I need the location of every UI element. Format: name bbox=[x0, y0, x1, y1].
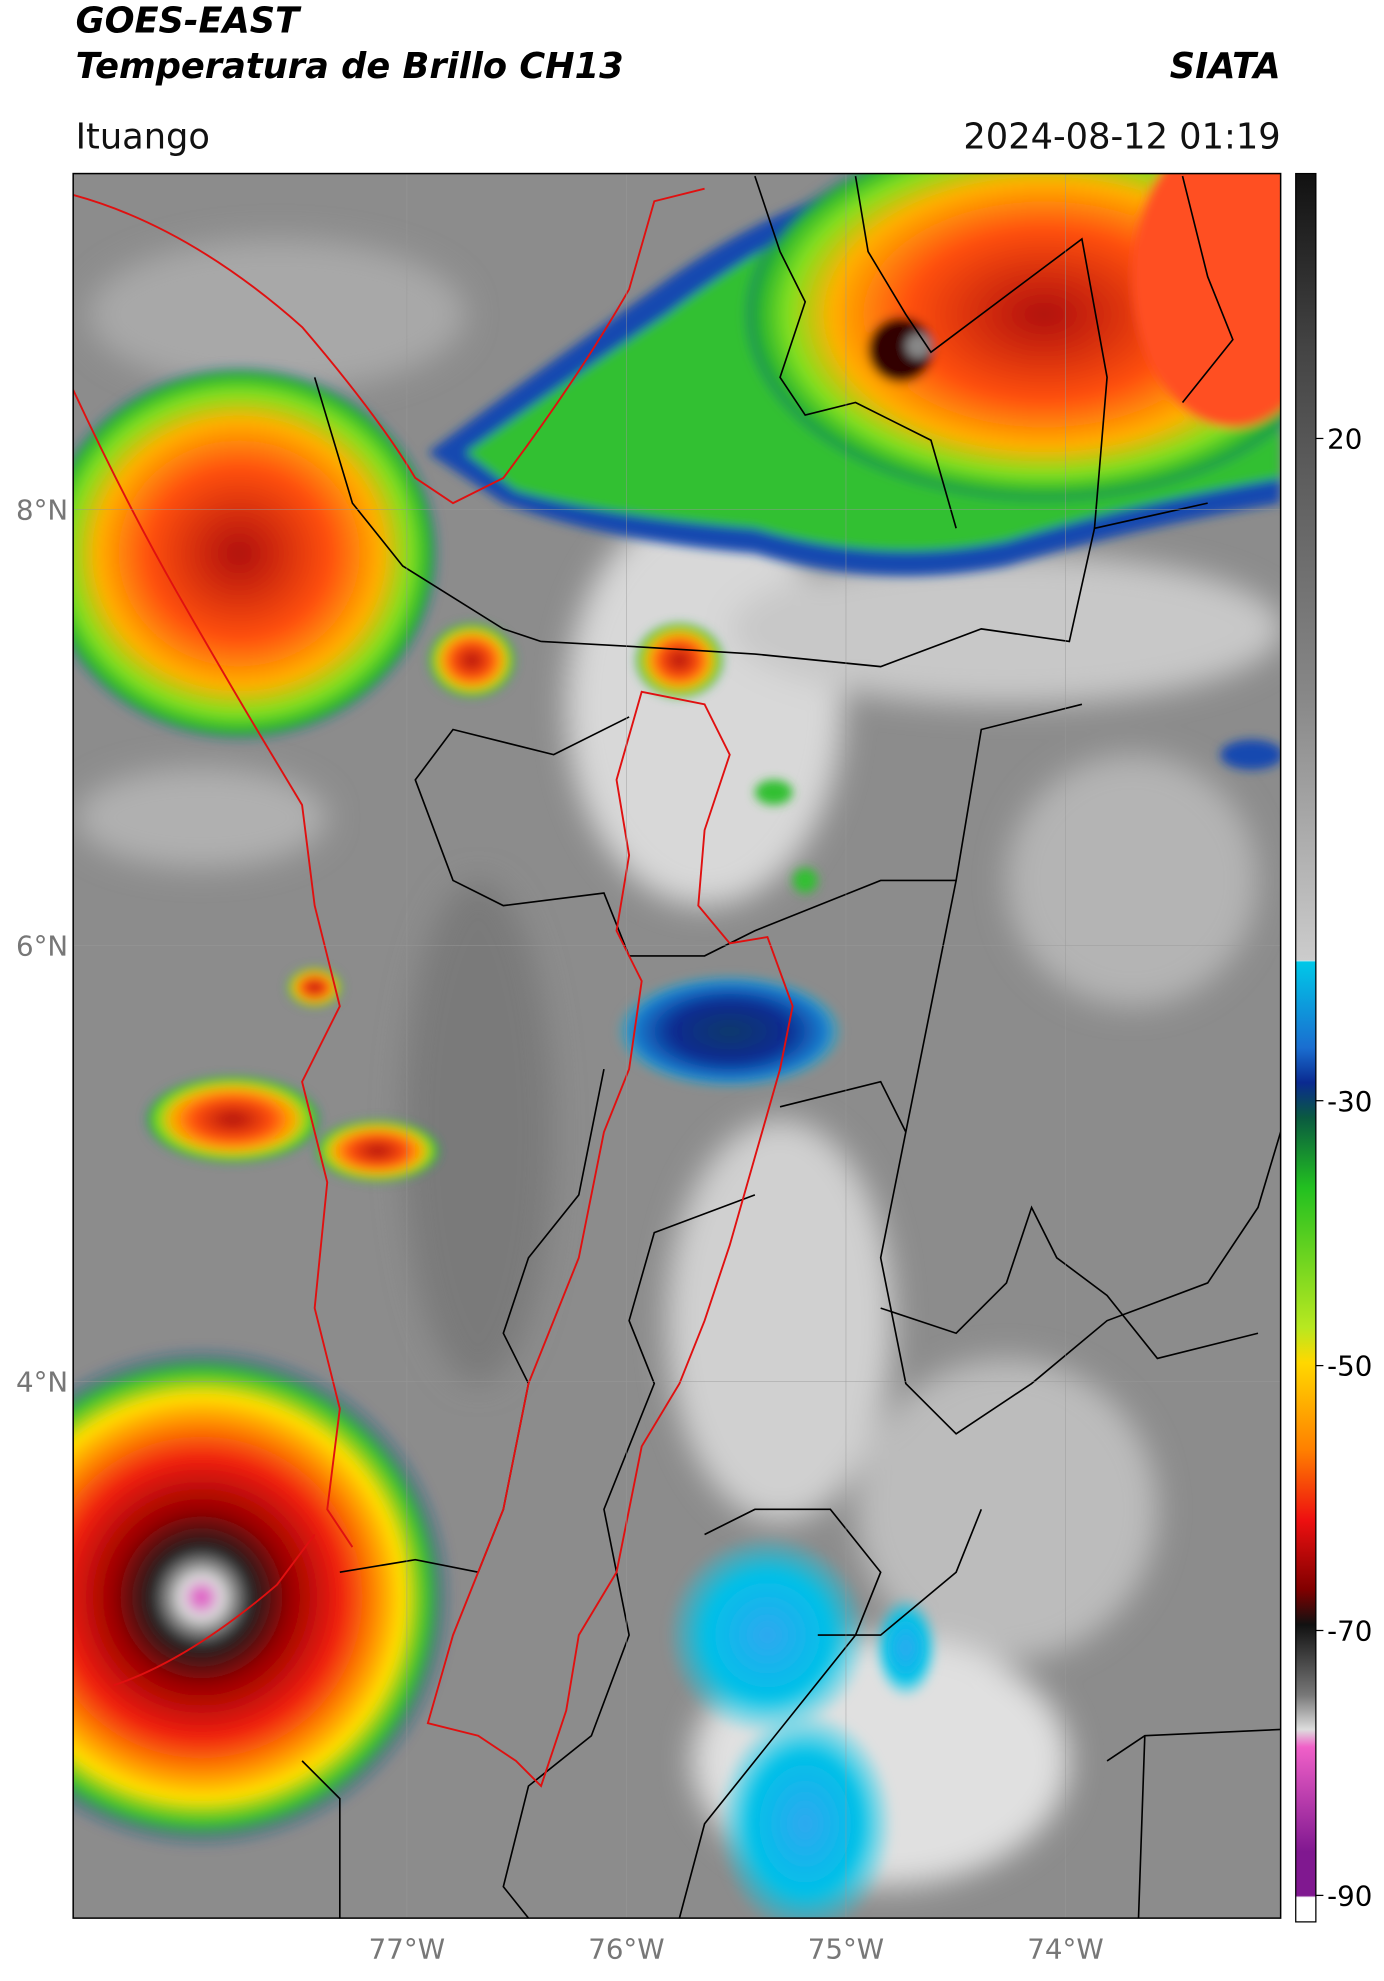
colorbar-tick-label: -50 bbox=[1327, 1350, 1372, 1383]
title-line1: GOES-EAST bbox=[76, 1, 302, 42]
colorbar bbox=[1295, 172, 1317, 1923]
colorbar-tick-label: -30 bbox=[1327, 1085, 1372, 1118]
satellite-image bbox=[73, 173, 1281, 1919]
colorbar-tick-label: -90 bbox=[1327, 1879, 1372, 1912]
lat-tick-label: 8°N bbox=[16, 493, 68, 526]
title-line2: Temperatura de Brillo CH13 bbox=[76, 46, 624, 87]
lon-tick-label: 77°W bbox=[369, 1932, 445, 1965]
lat-tick-label: 6°N bbox=[16, 930, 68, 963]
lat-tick-label: 4°N bbox=[16, 1366, 68, 1399]
colorbar-tick-label: -70 bbox=[1327, 1615, 1372, 1648]
location: Ituango bbox=[76, 116, 210, 157]
lon-tick-label: 76°W bbox=[588, 1932, 664, 1965]
graticule bbox=[73, 173, 1281, 1919]
map-frame bbox=[72, 172, 1282, 1919]
brand: SIATA bbox=[1170, 46, 1281, 87]
timestamp: 2024-08-12 01:19 bbox=[963, 116, 1280, 157]
lon-tick-label: 75°W bbox=[808, 1932, 884, 1965]
colorbar-tick-label: 20 bbox=[1327, 423, 1362, 456]
lon-tick-label: 74°W bbox=[1027, 1932, 1103, 1965]
